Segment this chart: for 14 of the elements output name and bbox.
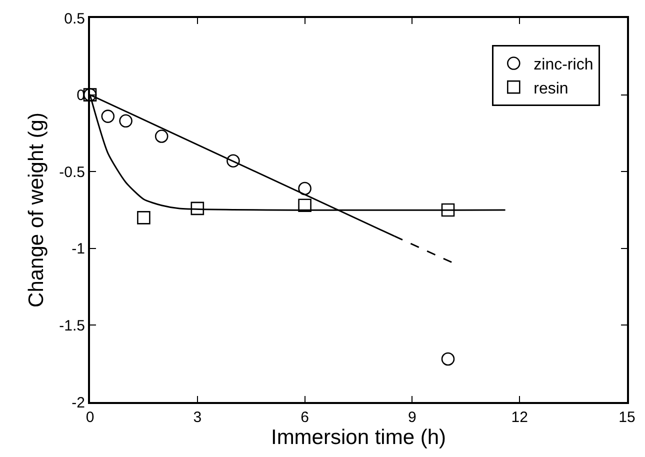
y-tick-label: -2 [72,394,85,412]
x-axis-title: Immersion time (h) [270,426,446,449]
x-tick-label: 3 [193,409,202,426]
x-tick-label: 12 [511,409,528,426]
legend-label: zinc-rich [534,56,594,74]
y-axis-title: Change of weight (g) [24,112,48,308]
legend-label: resin [534,80,568,98]
x-tick-label: 6 [300,409,309,426]
x-tick-label: 9 [408,409,416,426]
x-tick-label: 15 [618,409,636,426]
y-tick-label: 0.5 [64,10,85,28]
y-tick-label: -0.5 [59,164,85,181]
y-tick-label: -1 [72,240,85,258]
y-tick-label: -1.5 [59,317,85,334]
